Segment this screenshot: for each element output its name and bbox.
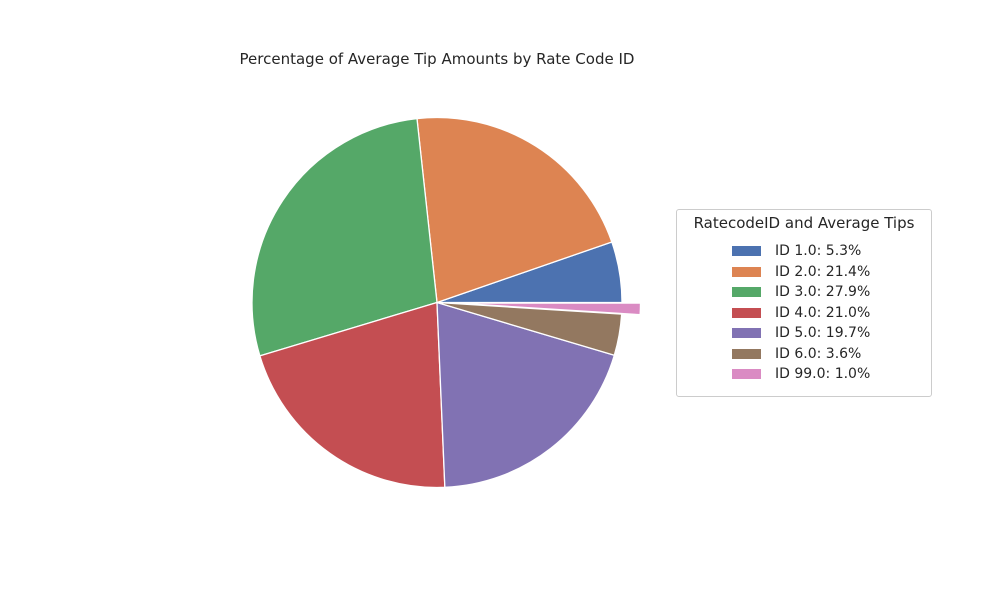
legend: RatecodeID and Average Tips ID 1.0: 5.3%… (676, 209, 932, 397)
pie-slice-5 (436, 301, 615, 488)
pie-slice-2 (416, 116, 613, 304)
legend-label: ID 6.0: 3.6% (775, 345, 862, 362)
legend-swatch (732, 328, 761, 339)
legend-label: ID 1.0: 5.3% (775, 243, 862, 260)
legend-swatch (732, 369, 761, 380)
legend-item: ID 5.0: 19.7% (732, 323, 870, 344)
legend-item: ID 4.0: 21.0% (732, 303, 870, 324)
pie-slices (251, 116, 642, 489)
legend-item: ID 2.0: 21.4% (732, 262, 870, 283)
legend-swatch (732, 246, 761, 257)
legend-list: ID 1.0: 5.3% ID 2.0: 21.4% ID 3.0: 27.9% ID… (732, 241, 870, 385)
legend-item: ID 1.0: 5.3% (732, 241, 870, 262)
legend-item: ID 3.0: 27.9% (732, 282, 870, 303)
legend-item: ID 6.0: 3.6% (732, 344, 870, 365)
legend-label: ID 4.0: 21.0% (775, 304, 871, 321)
pie-slice-3 (251, 117, 438, 357)
legend-swatch (732, 287, 761, 298)
chart-title: Percentage of Average Tip Amounts by Rat… (240, 50, 635, 68)
legend-label: ID 5.0: 19.7% (775, 325, 871, 342)
pie-slice-4 (259, 301, 446, 489)
legend-item: ID 99.0: 1.0% (732, 364, 870, 385)
legend-title: RatecodeID and Average Tips (693, 214, 915, 232)
legend-swatch (732, 307, 761, 318)
legend-swatch (732, 266, 761, 277)
legend-swatch (732, 348, 761, 359)
pie-slice-7 (454, 302, 642, 316)
legend-label: ID 99.0: 1.0% (775, 366, 871, 383)
legend-label: ID 2.0: 21.4% (775, 263, 871, 280)
legend-label: ID 3.0: 27.9% (775, 284, 871, 301)
